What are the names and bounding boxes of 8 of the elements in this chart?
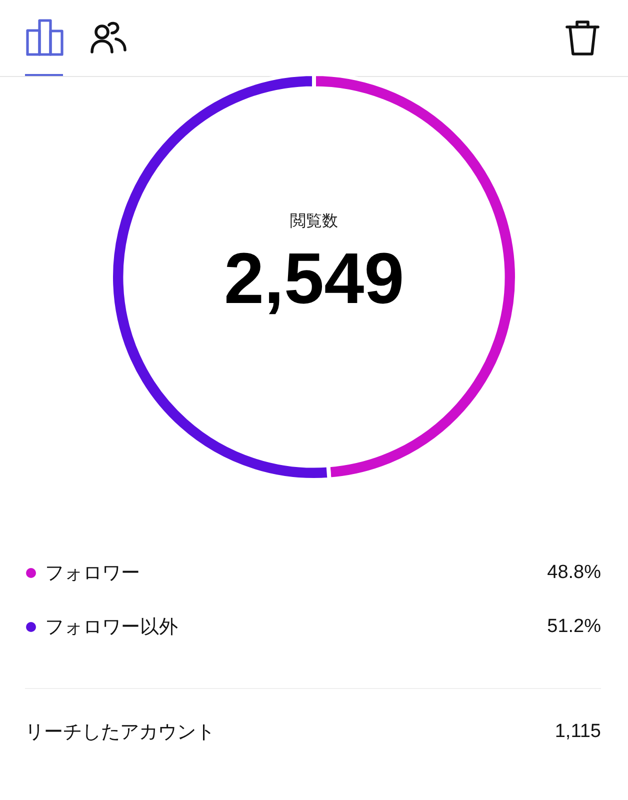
- data-label: 48.8%: [547, 562, 601, 584]
- legend-label: フォロワー: [45, 562, 140, 586]
- data-label: 51.2%: [547, 616, 601, 638]
- text: 閲覧数: [290, 213, 338, 230]
- text: リーチしたアカウント: [25, 721, 215, 745]
- text: 2,549: [224, 239, 404, 319]
- text: 1,115: [554, 721, 601, 743]
- legend-label: フォロワー以外: [45, 616, 178, 640]
